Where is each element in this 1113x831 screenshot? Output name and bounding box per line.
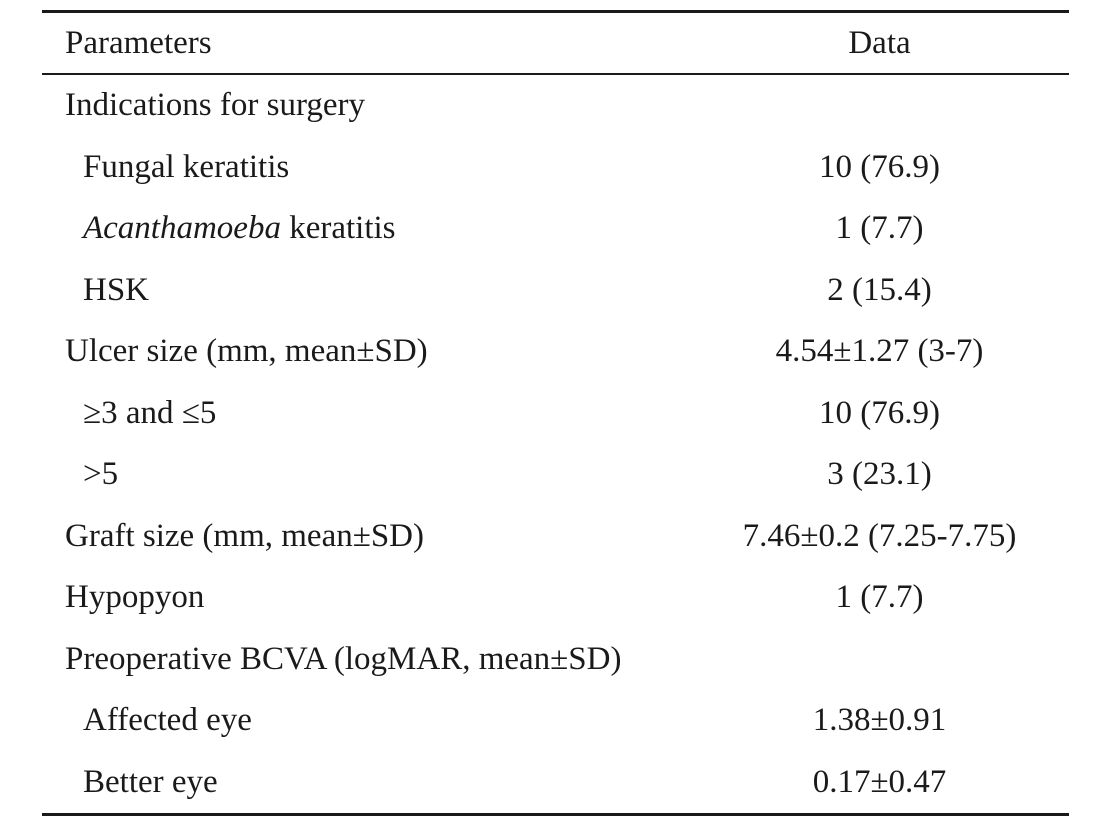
- row-parameter: Ulcer size (mm, mean±SD): [65, 333, 428, 370]
- table-header-row: Parameters Data: [42, 13, 1069, 73]
- row-value: 10 (76.9): [819, 394, 940, 431]
- row-parameter: Preoperative BCVA (logMAR, mean±SD): [65, 640, 622, 677]
- table-row: Fungal keratitis 10 (76.9): [42, 137, 1069, 199]
- row-value: 2 (15.4): [827, 271, 932, 308]
- table-row: Ulcer size (mm, mean±SD) 4.54±1.27 (3-7): [42, 321, 1069, 383]
- row-parameter: Fungal keratitis: [83, 148, 290, 185]
- row-parameter-italic: Acanthamoeba: [83, 210, 281, 247]
- row-parameter: ≥3 and ≤5: [83, 394, 217, 431]
- row-value: 1 (7.7): [835, 579, 924, 616]
- row-parameter: Hypopyon: [65, 579, 205, 616]
- table-row: Better eye 0.17±0.47: [42, 752, 1069, 814]
- row-parameter: Better eye: [83, 763, 218, 800]
- row-parameter-rest: keratitis: [280, 210, 396, 247]
- row-value: 1.38±0.91: [812, 702, 947, 739]
- header-rule: [42, 73, 1069, 75]
- row-parameter: Graft size (mm, mean±SD): [65, 517, 425, 554]
- top-rule: [42, 10, 1069, 13]
- bottom-rule: [42, 813, 1069, 816]
- row-parameter: Affected eye: [83, 702, 252, 739]
- table-row: HSK 2 (15.4): [42, 260, 1069, 322]
- table-row: Hypopyon 1 (7.7): [42, 567, 1069, 629]
- table-row: >5 3 (23.1): [42, 444, 1069, 506]
- table-row: Acanthamoeba keratitis 1 (7.7): [42, 198, 1069, 260]
- row-parameter: HSK: [83, 271, 150, 308]
- parameters-table: Parameters Data Indications for surgery …: [42, 10, 1069, 816]
- row-parameter: Indications for surgery: [65, 87, 365, 124]
- row-value: 4.54±1.27 (3-7): [775, 333, 984, 370]
- header-data: Data: [848, 24, 911, 61]
- header-parameters: Parameters: [65, 24, 212, 61]
- row-parameter: Acanthamoeba keratitis: [42, 212, 702, 245]
- row-value: 1 (7.7): [835, 210, 924, 247]
- table-row: Graft size (mm, mean±SD) 7.46±0.2 (7.25-…: [42, 506, 1069, 568]
- row-value: 7.46±0.2 (7.25-7.75): [742, 517, 1017, 554]
- row-value: 0.17±0.47: [812, 763, 947, 800]
- row-value: 3 (23.1): [827, 456, 932, 493]
- table-row: ≥3 and ≤5 10 (76.9): [42, 383, 1069, 445]
- row-value: 10 (76.9): [819, 148, 940, 185]
- table-row: Indications for surgery: [42, 75, 1069, 137]
- table-row: Affected eye 1.38±0.91: [42, 690, 1069, 752]
- row-parameter: >5: [83, 456, 119, 493]
- table-row: Preoperative BCVA (logMAR, mean±SD): [42, 629, 1069, 691]
